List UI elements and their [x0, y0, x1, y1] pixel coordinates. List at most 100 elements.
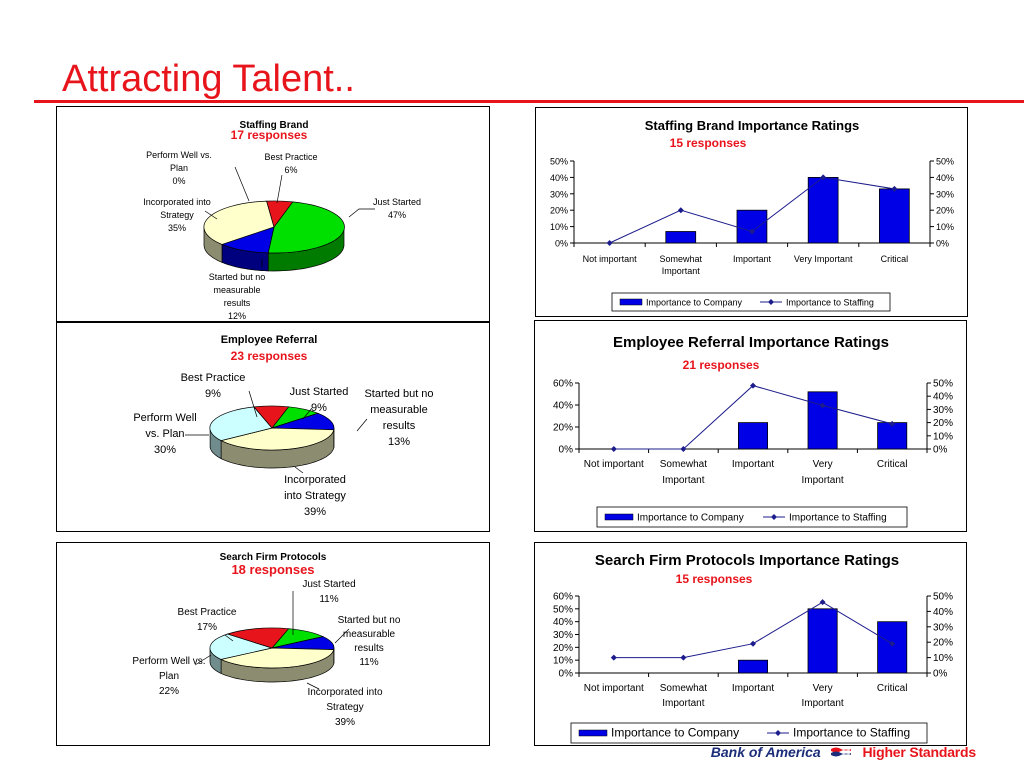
chart-svg: Staffing Brand Importance Ratings 15 resp… [550, 118, 954, 312]
left-tick-label: 20% [553, 643, 573, 654]
staffing-marker [749, 228, 755, 235]
pie-leader-line [294, 466, 304, 474]
pie-label-text: measurable [370, 404, 427, 416]
right-tick-label: 30% [933, 622, 953, 633]
pie-slice [267, 201, 345, 254]
legend-box [611, 292, 891, 312]
pie-leader-line [356, 418, 368, 432]
company-bar [737, 422, 768, 450]
pie-label-text: Plan [170, 163, 188, 173]
category-label: Somewhat [660, 254, 703, 264]
legend-box [596, 506, 908, 528]
right-tick-label: 40% [936, 173, 954, 183]
chart-subtitle: 15 responses [670, 136, 747, 150]
staffing-marker [889, 420, 896, 427]
category-label: Critical [881, 254, 909, 264]
pie-label-text: Strategy [160, 210, 194, 220]
category-label: Important [801, 698, 843, 709]
chart-svg: Employee Referral 23 responses Just Starte… [133, 334, 433, 518]
pie-subtitle: 23 responses [231, 349, 308, 363]
flag-logo-icon [830, 747, 851, 757]
legend-company-label: Importance to Company [646, 298, 743, 308]
pie-label-text: into Strategy [284, 490, 346, 502]
staffing-brand-pie-panel: Staffing Brand 17 responses Just Started 47… [56, 106, 490, 322]
right-tick-label: 50% [936, 157, 954, 167]
category-label: Not important [584, 459, 644, 470]
pie-subtitle: 18 responses [231, 562, 314, 577]
pie-label-text: Started but no [209, 272, 266, 282]
pie-leader-line [302, 407, 313, 420]
pie-label-text: Incorporated into [307, 687, 382, 698]
pie-value-label: 39% [335, 717, 355, 728]
category-label: Very [813, 683, 833, 694]
company-bar [878, 188, 910, 244]
left-tick-label: 20% [553, 423, 573, 434]
chart-subtitle: 21 responses [683, 358, 760, 372]
staffing-marker [819, 599, 826, 606]
staffing-marker [891, 185, 898, 192]
staffing-marker [680, 654, 687, 661]
category-label: Important [733, 254, 772, 264]
category-label: Important [801, 475, 843, 486]
pie-value-label: 9% [205, 388, 221, 400]
chart-title: Search Firm Protocols Importance Ratings [595, 552, 899, 569]
left-tick-label: 60% [553, 379, 573, 390]
legend-marker [768, 299, 774, 305]
left-tick-label: 60% [553, 592, 573, 603]
right-tick-label: 20% [936, 206, 954, 216]
pie-value-label: 35% [168, 223, 186, 233]
left-tick-label: 50% [550, 157, 568, 167]
right-tick-label: 40% [933, 392, 953, 403]
category-label: Somewhat [660, 683, 707, 694]
pie-value-label: 11% [359, 657, 378, 668]
pie-label-text: Plan [159, 671, 179, 682]
company-bar [807, 177, 839, 244]
pie-leader-line [204, 210, 218, 220]
staffing-marker [610, 446, 617, 452]
legend-bar-swatch [619, 298, 643, 306]
legend-box [570, 722, 928, 744]
staffing-marker [610, 654, 617, 661]
pie-label-text: Best Practice [181, 372, 246, 384]
right-tick-label: 10% [933, 431, 953, 442]
staffing-marker [750, 640, 756, 647]
left-tick-label: 40% [553, 617, 573, 628]
staffing-marker [677, 207, 684, 214]
right-tick-label: 50% [933, 592, 953, 603]
tagline-text: Higher Standards [862, 744, 977, 760]
left-tick-label: 0% [559, 445, 574, 456]
pie-value-label: 17% [197, 622, 217, 633]
pie-label-text: results [224, 298, 251, 308]
pie-label-text: Perform Well vs. [132, 656, 205, 667]
pie-label-text: measurable [213, 285, 260, 295]
category-label: Very [813, 459, 833, 470]
category-label: Critical [877, 459, 908, 470]
category-label: Important [662, 475, 704, 486]
right-tick-label: 0% [933, 445, 948, 456]
chart-svg: Search Firm Protocols Importance Ratings… [553, 552, 953, 744]
pie-leader-line [194, 654, 212, 666]
pie-value-label: 0% [172, 176, 185, 186]
category-label: Not important [584, 683, 644, 694]
company-bar [807, 608, 838, 674]
company-bar [736, 209, 768, 244]
pie-label-text: vs. Plan [145, 428, 184, 440]
title-underline [34, 100, 1024, 103]
pie-value-label: 13% [388, 436, 410, 448]
legend-marker [771, 514, 777, 520]
category-label: Important [662, 698, 704, 709]
pie-leader-line [348, 208, 375, 218]
pie-label-text: measurable [343, 629, 396, 640]
right-tick-label: 40% [933, 607, 953, 618]
legend-staffing-label: Importance to Staffing [793, 726, 910, 740]
pie-label-text: Incorporated [284, 474, 346, 486]
chart-svg: Employee Referral Importance Ratings 21 r… [553, 334, 953, 528]
right-tick-label: 0% [936, 239, 949, 249]
left-tick-label: 30% [550, 189, 568, 199]
chart-title: Employee Referral Importance Ratings [613, 334, 889, 351]
employee-referral-pie-panel: Employee Referral 23 responses Just Starte… [56, 322, 490, 532]
staffing-line [613, 601, 893, 659]
pie-value-label: 22% [159, 686, 179, 697]
chart-title: Staffing Brand Importance Ratings [645, 118, 860, 133]
